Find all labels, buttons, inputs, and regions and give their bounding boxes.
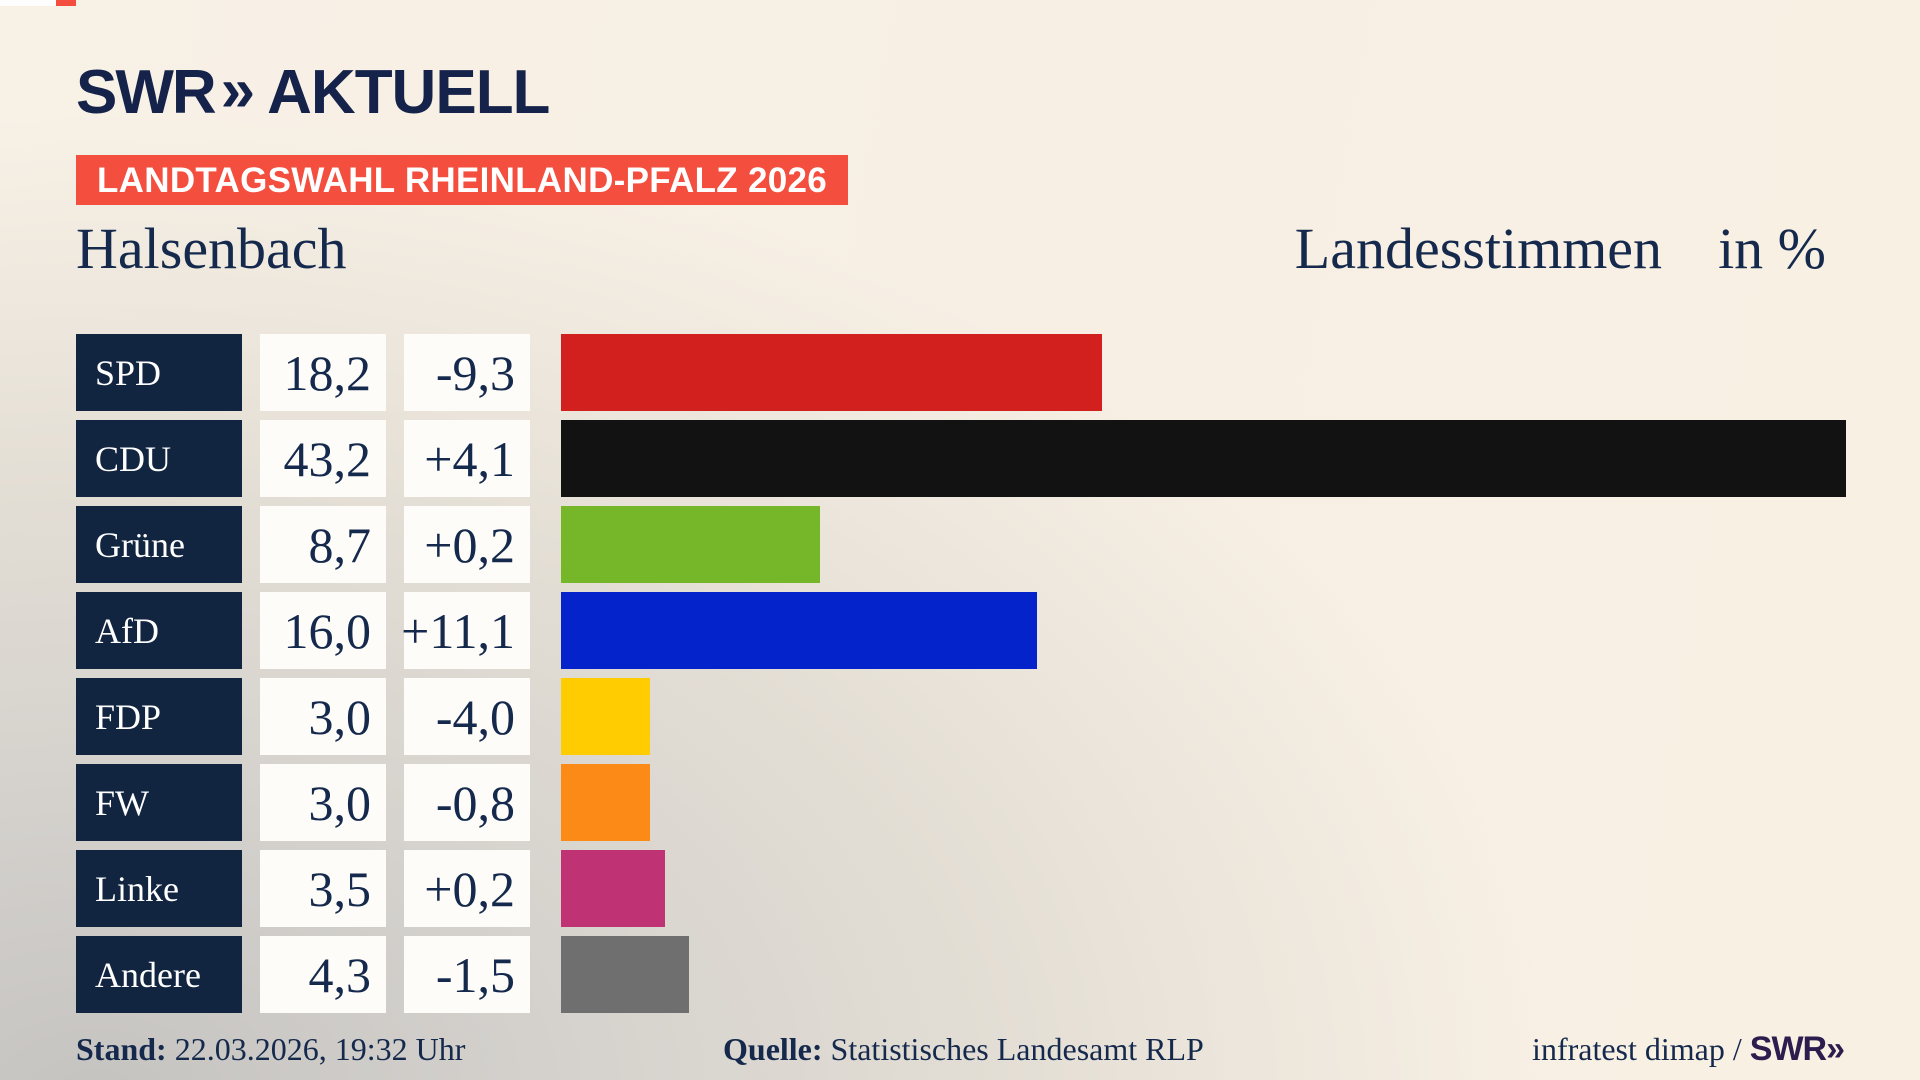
credit-note: infratest dimap / SWR» (1532, 1030, 1845, 1068)
bar-track (561, 850, 1920, 927)
vote-share-change: -1,5 (404, 936, 530, 1013)
result-bar (561, 936, 689, 1013)
vote-share-value: 3,0 (260, 764, 386, 841)
vote-type-title: Landesstimmen in % (1295, 218, 1826, 280)
vote-share-change: +4,1 (404, 420, 530, 497)
stand-label: Stand: (76, 1031, 167, 1067)
vote-share-change: +0,2 (404, 506, 530, 583)
bar-track (561, 334, 1920, 411)
party-label: FW (76, 764, 242, 841)
title-row: Halsenbach Landesstimmen in % (76, 218, 1826, 280)
stand-value: 22.03.2026, 19:32 Uhr (174, 1031, 466, 1067)
bar-track (561, 764, 1920, 841)
results-table: SPD 18,2 -9,3 CDU 43,2 +4,1 Grüne 8,7 +0… (0, 334, 1920, 1022)
chevrons-icon: » (220, 56, 256, 125)
vote-type-label: Landesstimmen (1294, 216, 1663, 281)
vote-share-value: 3,0 (260, 678, 386, 755)
bar-track (561, 678, 1920, 755)
party-label: Andere (76, 936, 242, 1013)
top-edge-artifact-white (0, 0, 56, 6)
result-row: SPD 18,2 -9,3 (0, 334, 1920, 411)
vote-share-value: 4,3 (260, 936, 386, 1013)
top-edge-artifact-red (56, 0, 76, 6)
quelle-label: Quelle: (723, 1031, 823, 1067)
election-banner: LANDTAGSWAHL RHEINLAND-PFALZ 2026 (76, 155, 849, 205)
swr-aktuell-logo: SWR» AKTUELL (76, 56, 550, 125)
logo-aktuell-text: AKTUELL (267, 58, 550, 127)
vote-share-change: -4,0 (404, 678, 530, 755)
result-bar (561, 678, 651, 755)
vote-share-change: -9,3 (404, 334, 530, 411)
bar-track (561, 420, 1920, 497)
result-row: Andere 4,3 -1,5 (0, 936, 1920, 1013)
municipality-title: Halsenbach (76, 216, 347, 281)
party-label: FDP (76, 678, 242, 755)
bar-track (561, 936, 1920, 1013)
vote-share-value: 16,0 (260, 592, 386, 669)
swr-footer-logo: SWR» (1749, 1030, 1845, 1068)
result-row: FDP 3,0 -4,0 (0, 678, 1920, 755)
result-bar (561, 592, 1037, 669)
credit-text: infratest dimap / (1532, 1031, 1742, 1067)
bar-track (561, 592, 1920, 669)
party-label: AfD (76, 592, 242, 669)
vote-share-value: 43,2 (260, 420, 386, 497)
result-row: FW 3,0 -0,8 (0, 764, 1920, 841)
result-row: Grüne 8,7 +0,2 (0, 506, 1920, 583)
result-bar (561, 850, 666, 927)
vote-share-change: +0,2 (404, 850, 530, 927)
result-row: Linke 3,5 +0,2 (0, 850, 1920, 927)
party-label: Grüne (76, 506, 242, 583)
result-row: CDU 43,2 +4,1 (0, 420, 1920, 497)
result-bar (561, 764, 651, 841)
source-note: Quelle: Statistisches Landesamt RLP (723, 1031, 1204, 1067)
party-label: Linke (76, 850, 242, 927)
logo-swr-text: SWR (76, 58, 217, 127)
vote-share-value: 18,2 (260, 334, 386, 411)
party-label: SPD (76, 334, 242, 411)
unit-label: in % (1718, 216, 1826, 281)
result-bar (561, 334, 1103, 411)
vote-share-value: 8,7 (260, 506, 386, 583)
quelle-value: Statistisches Landesamt RLP (830, 1031, 1204, 1067)
result-row: AfD 16,0 +11,1 (0, 592, 1920, 669)
party-label: CDU (76, 420, 242, 497)
vote-share-change: +11,1 (401, 592, 530, 669)
vote-share-change: -0,8 (404, 764, 530, 841)
bar-track (561, 506, 1920, 583)
stand-timestamp: Stand: 22.03.2026, 19:32 Uhr (76, 1031, 465, 1067)
vote-share-value: 3,5 (260, 850, 386, 927)
result-bar (561, 420, 1846, 497)
result-bar (561, 506, 820, 583)
